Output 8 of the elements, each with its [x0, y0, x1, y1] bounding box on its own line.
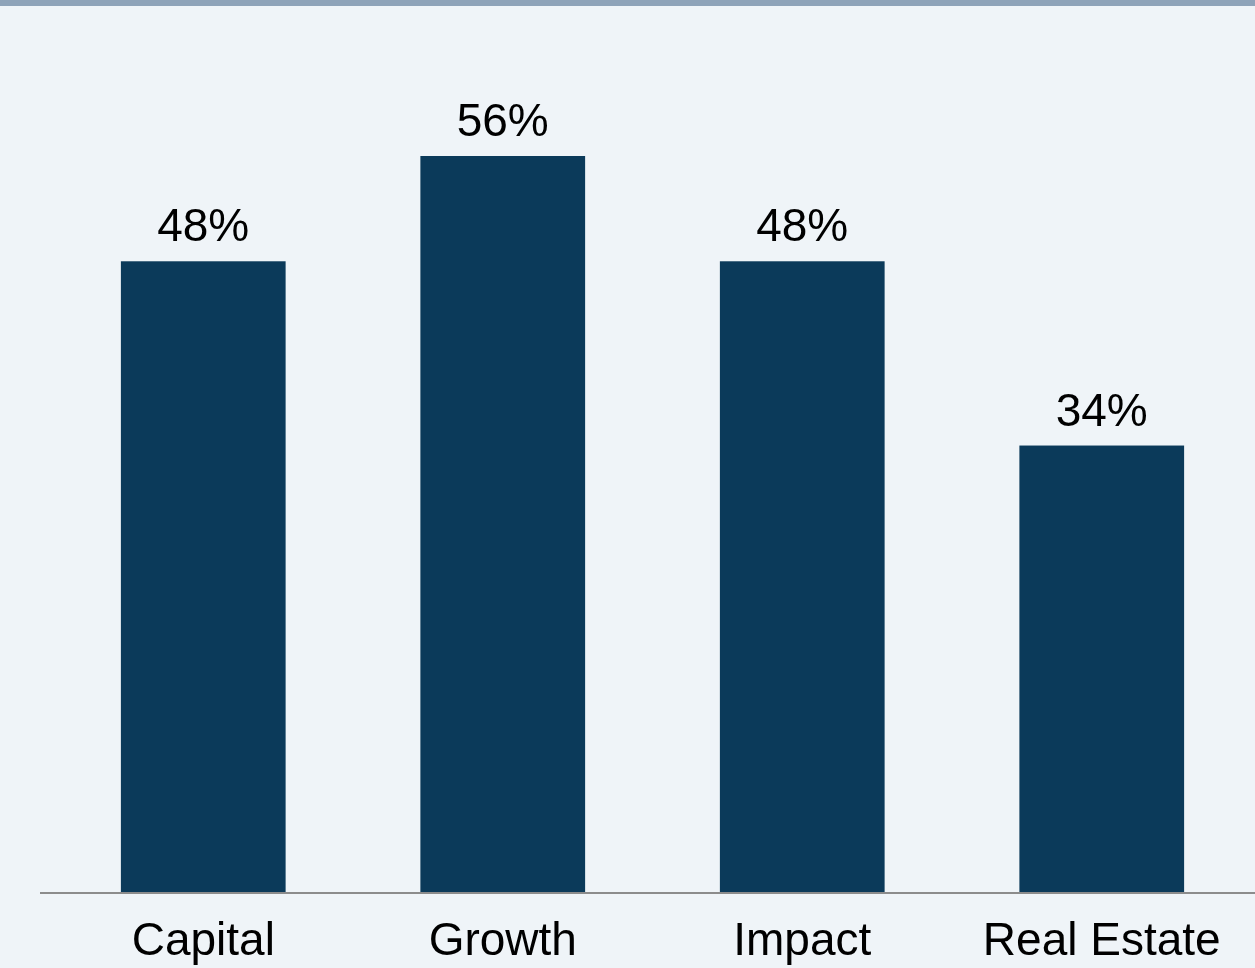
- data-label: 48%: [756, 199, 849, 252]
- data-label: 34%: [1055, 383, 1148, 436]
- x-tick-label: Impact: [733, 913, 872, 965]
- x-tick-label: Growth: [428, 913, 577, 965]
- data-label: 56%: [456, 94, 549, 146]
- data-label: 48%: [157, 199, 250, 252]
- x-tick-label: Real Estate: [982, 913, 1221, 965]
- x-tick-label: Capital: [131, 913, 275, 965]
